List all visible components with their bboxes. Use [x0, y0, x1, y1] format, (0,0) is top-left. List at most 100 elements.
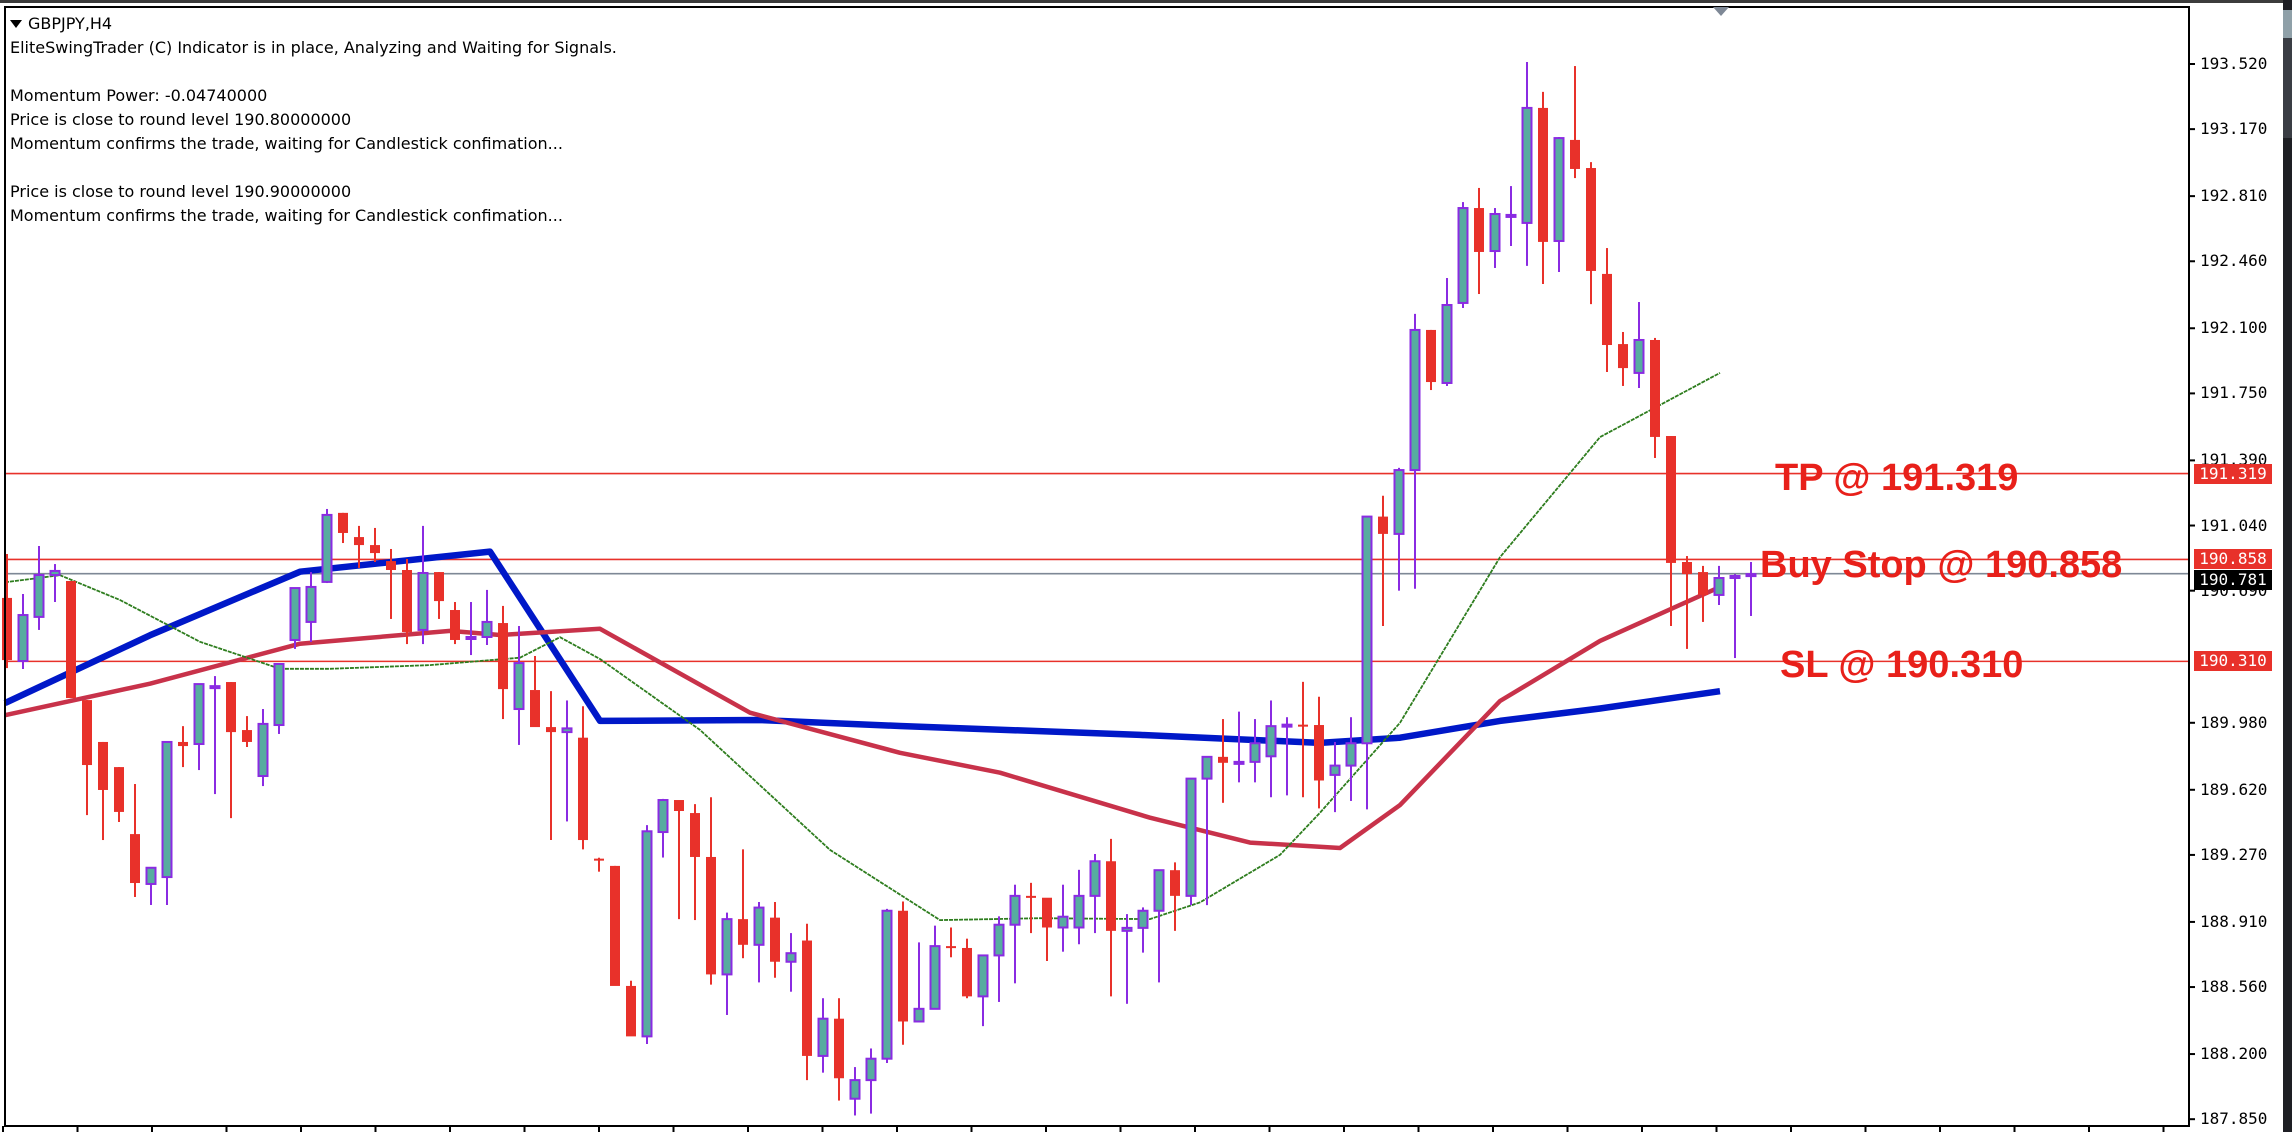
candle-body-bear: [2, 597, 12, 661]
y-axis-label: 187.850: [2200, 1109, 2268, 1129]
candle-body-bull: [1281, 723, 1293, 728]
candle-body-bear: [82, 700, 92, 766]
candle-body-bear: [1618, 344, 1628, 369]
candle-body-bull: [641, 830, 653, 1038]
candle-body-bull: [1489, 212, 1501, 253]
candle-body-bull: [1185, 777, 1197, 897]
candle-body-bull: [49, 569, 61, 577]
candle-body-bear: [1698, 572, 1708, 595]
tp-price-tag: 191.319: [2194, 463, 2272, 484]
candle-body-bear: [66, 580, 76, 699]
candle-body-bear: [690, 813, 700, 857]
indicator-info-panel: GBPJPY,H4 EliteSwingTrader (C) Indicator…: [10, 12, 617, 228]
y-axis-label: 193.520: [2200, 54, 2268, 73]
symbol-title[interactable]: GBPJPY,H4: [10, 12, 617, 36]
blank-line: [10, 60, 617, 84]
candle-body-bull: [1073, 894, 1085, 929]
momentum-power-line: Momentum Power: -0.04740000: [10, 86, 268, 105]
candle-body-bull: [865, 1057, 877, 1082]
candle-body-bear: [1314, 725, 1324, 781]
y-axis-label: 188.560: [2200, 977, 2268, 997]
y-axis-label: 188.910: [2200, 911, 2268, 931]
candle-body-bear: [402, 570, 412, 632]
candle-body-bear: [626, 985, 636, 1037]
candle-body-bear: [1298, 724, 1308, 727]
candle-body-bull: [1729, 574, 1741, 580]
candle-body-bear: [802, 940, 812, 1056]
candle-body-bear: [1378, 516, 1388, 534]
y-axis-label: 193.170: [2200, 119, 2268, 139]
candle-body-bull: [1121, 926, 1133, 932]
candle-body-bull: [1249, 742, 1261, 763]
buy-stop-price-tag: 190.858: [2194, 549, 2272, 570]
candle-body-bull: [1457, 207, 1469, 304]
candle-body-bull: [17, 614, 29, 663]
candle-body-bear: [450, 610, 460, 640]
candle-body-bull: [849, 1079, 861, 1100]
candle-body-bull: [145, 866, 157, 885]
chart-shift-marker-icon[interactable]: [1713, 7, 1729, 16]
candle-body-bull: [33, 574, 45, 618]
candle-body-bear: [370, 545, 380, 554]
candle-body-bear: [178, 741, 188, 747]
candle-body-bull: [1505, 213, 1517, 218]
collapse-triangle-icon[interactable]: [10, 20, 22, 28]
candle-body-bear: [1218, 756, 1228, 763]
candle-body-bull: [785, 952, 797, 963]
scroll-thumb[interactable]: [2283, 10, 2292, 38]
window-scrollbar[interactable]: [2283, 0, 2292, 1132]
candle-body-bull: [817, 1017, 829, 1057]
scroll-track: [2283, 38, 2292, 138]
candle-body-bull: [1009, 894, 1021, 926]
tp-level-label: TP @ 191.319: [1775, 457, 2019, 499]
candle-body-bear: [1586, 168, 1596, 271]
round-level-line-1: Price is close to round level 190.800000…: [10, 110, 352, 129]
candle-body-bear: [1650, 339, 1660, 437]
blank-line: [10, 156, 617, 180]
candle-body-bear: [770, 917, 780, 962]
momentum-confirm-line-2: Momentum confirms the trade, waiting for…: [10, 206, 563, 225]
candle-body-bear: [130, 834, 140, 884]
candle-body-bull: [513, 662, 525, 711]
sl-price-tag: 190.310: [2194, 651, 2272, 672]
candle-body-bear: [1106, 861, 1116, 931]
candle-body-bear: [962, 947, 972, 997]
candle-body-bear: [1026, 895, 1036, 898]
candle-body-bull: [1633, 338, 1645, 374]
candle-body-bull: [1393, 469, 1405, 535]
y-axis-label: 189.270: [2200, 844, 2268, 864]
buy-stop-level-label: Buy Stop @ 190.858: [1760, 544, 2123, 586]
y-axis-label: 192.100: [2200, 318, 2268, 338]
candle-body-bear: [1170, 870, 1180, 896]
candle-body-bear: [738, 919, 748, 945]
y-axis-label: 192.810: [2200, 186, 2268, 206]
candle-body-bull: [657, 799, 669, 834]
candle-body-bear: [546, 727, 556, 733]
ma-fast-green-line: [4, 372, 1721, 921]
candle-body-bear: [354, 537, 364, 546]
candle-body-bull: [881, 909, 893, 1060]
candle-body-bull: [1233, 760, 1245, 765]
y-axis-label: 189.980: [2200, 712, 2268, 732]
candle-body-bull: [753, 906, 765, 946]
candle-body-bull: [161, 740, 173, 879]
candle-body-bear: [530, 690, 540, 728]
candle-body-bear: [1426, 329, 1436, 383]
candle-body-bull: [1201, 755, 1213, 780]
candle-body-bull: [481, 620, 493, 639]
round-level-line-2: Price is close to round level 190.900000…: [10, 182, 352, 201]
candle-body-bear: [578, 737, 588, 841]
candle-body-bull: [929, 945, 941, 1010]
candle-body-bull: [1329, 764, 1341, 776]
candle-body-bear: [1042, 897, 1052, 928]
candle-body-bear: [674, 800, 684, 812]
candle-body-bear: [1602, 273, 1612, 346]
candle-body-bear: [242, 730, 252, 742]
momentum-confirm-line-1: Momentum confirms the trade, waiting for…: [10, 134, 563, 153]
candle-body-bear: [898, 910, 908, 1022]
candle-body-bear: [434, 572, 444, 602]
y-axis-label: 188.200: [2200, 1044, 2268, 1064]
candle-body-bull: [321, 513, 333, 583]
candle-body-bear: [114, 767, 124, 812]
